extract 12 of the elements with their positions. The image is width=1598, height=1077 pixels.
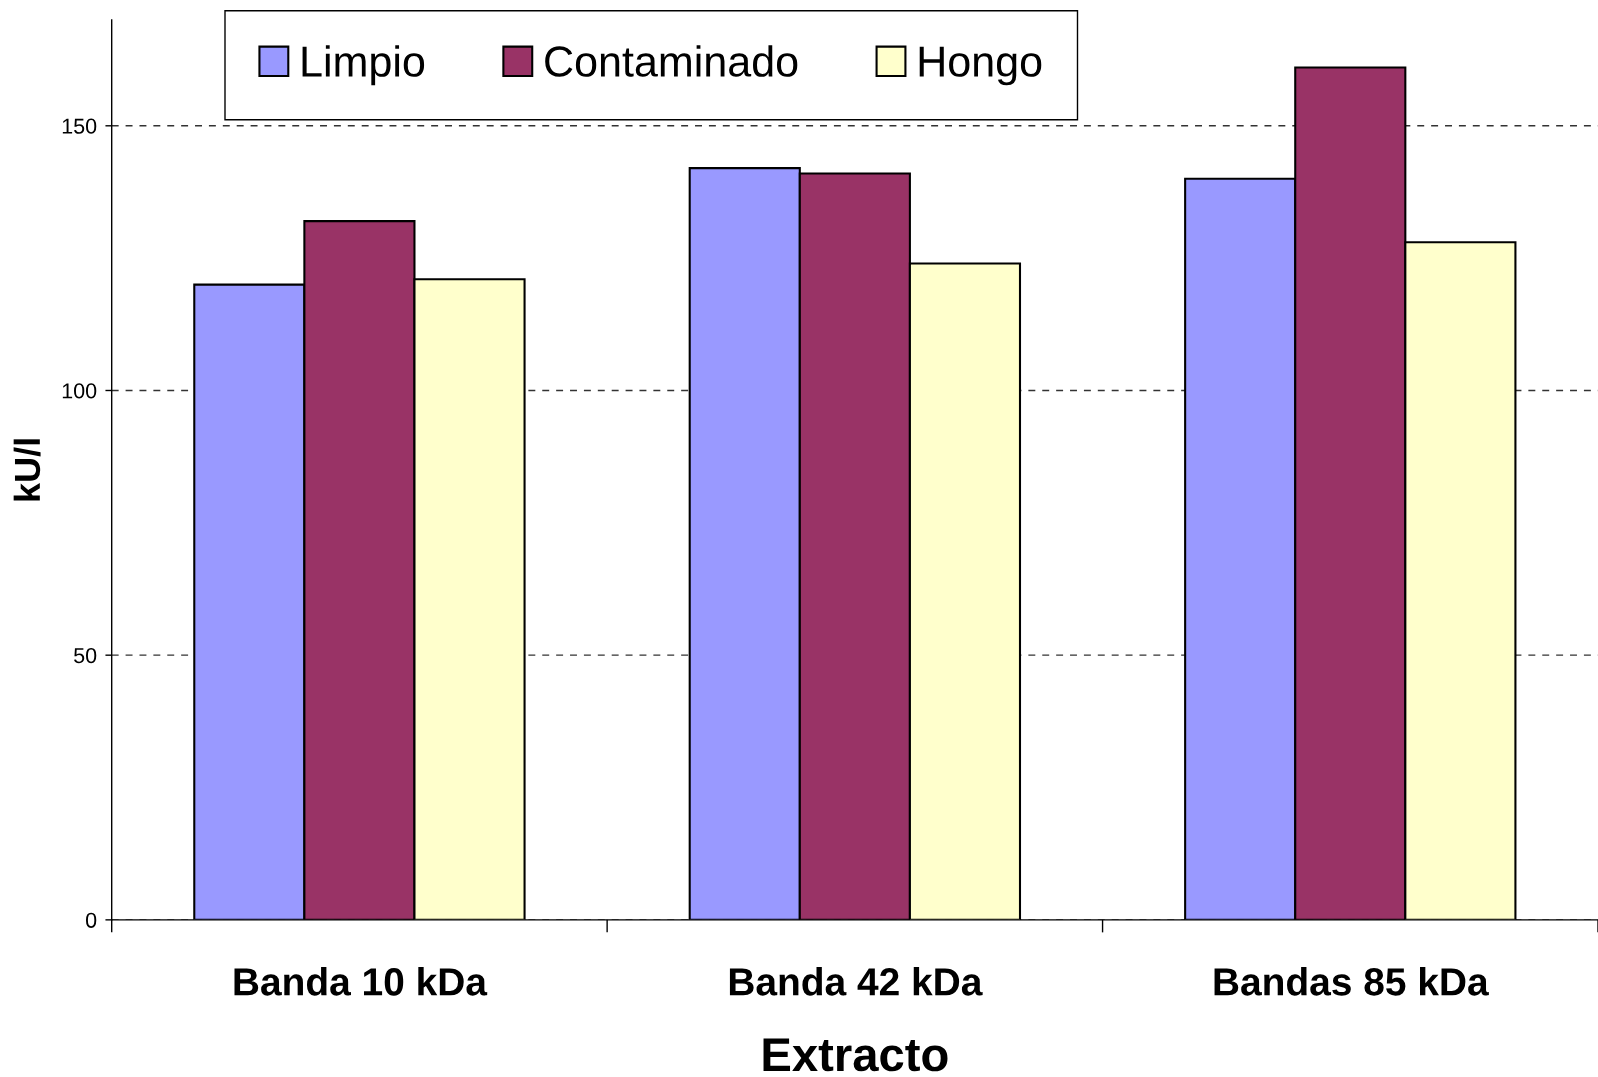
legend-label: Contaminado: [545, 45, 798, 77]
y-tick-label: 100: [62, 383, 97, 399]
x-tick-label: Bandas 85 kDa: [1214, 967, 1489, 996]
y-axis-title: kU/l: [13, 439, 41, 501]
legend-label: Limpio: [302, 45, 425, 86]
x-axis-title: Extracto: [763, 1038, 948, 1072]
y-tick-label: 0: [85, 912, 97, 928]
legend-label: Hongo: [919, 46, 1042, 86]
y-tick-label: 150: [62, 118, 97, 134]
x-tick-label: Banda 10 kDa: [234, 967, 488, 996]
y-tick-label: 50: [74, 647, 97, 664]
x-tick-label: Banda 42 kDa: [729, 967, 983, 996]
